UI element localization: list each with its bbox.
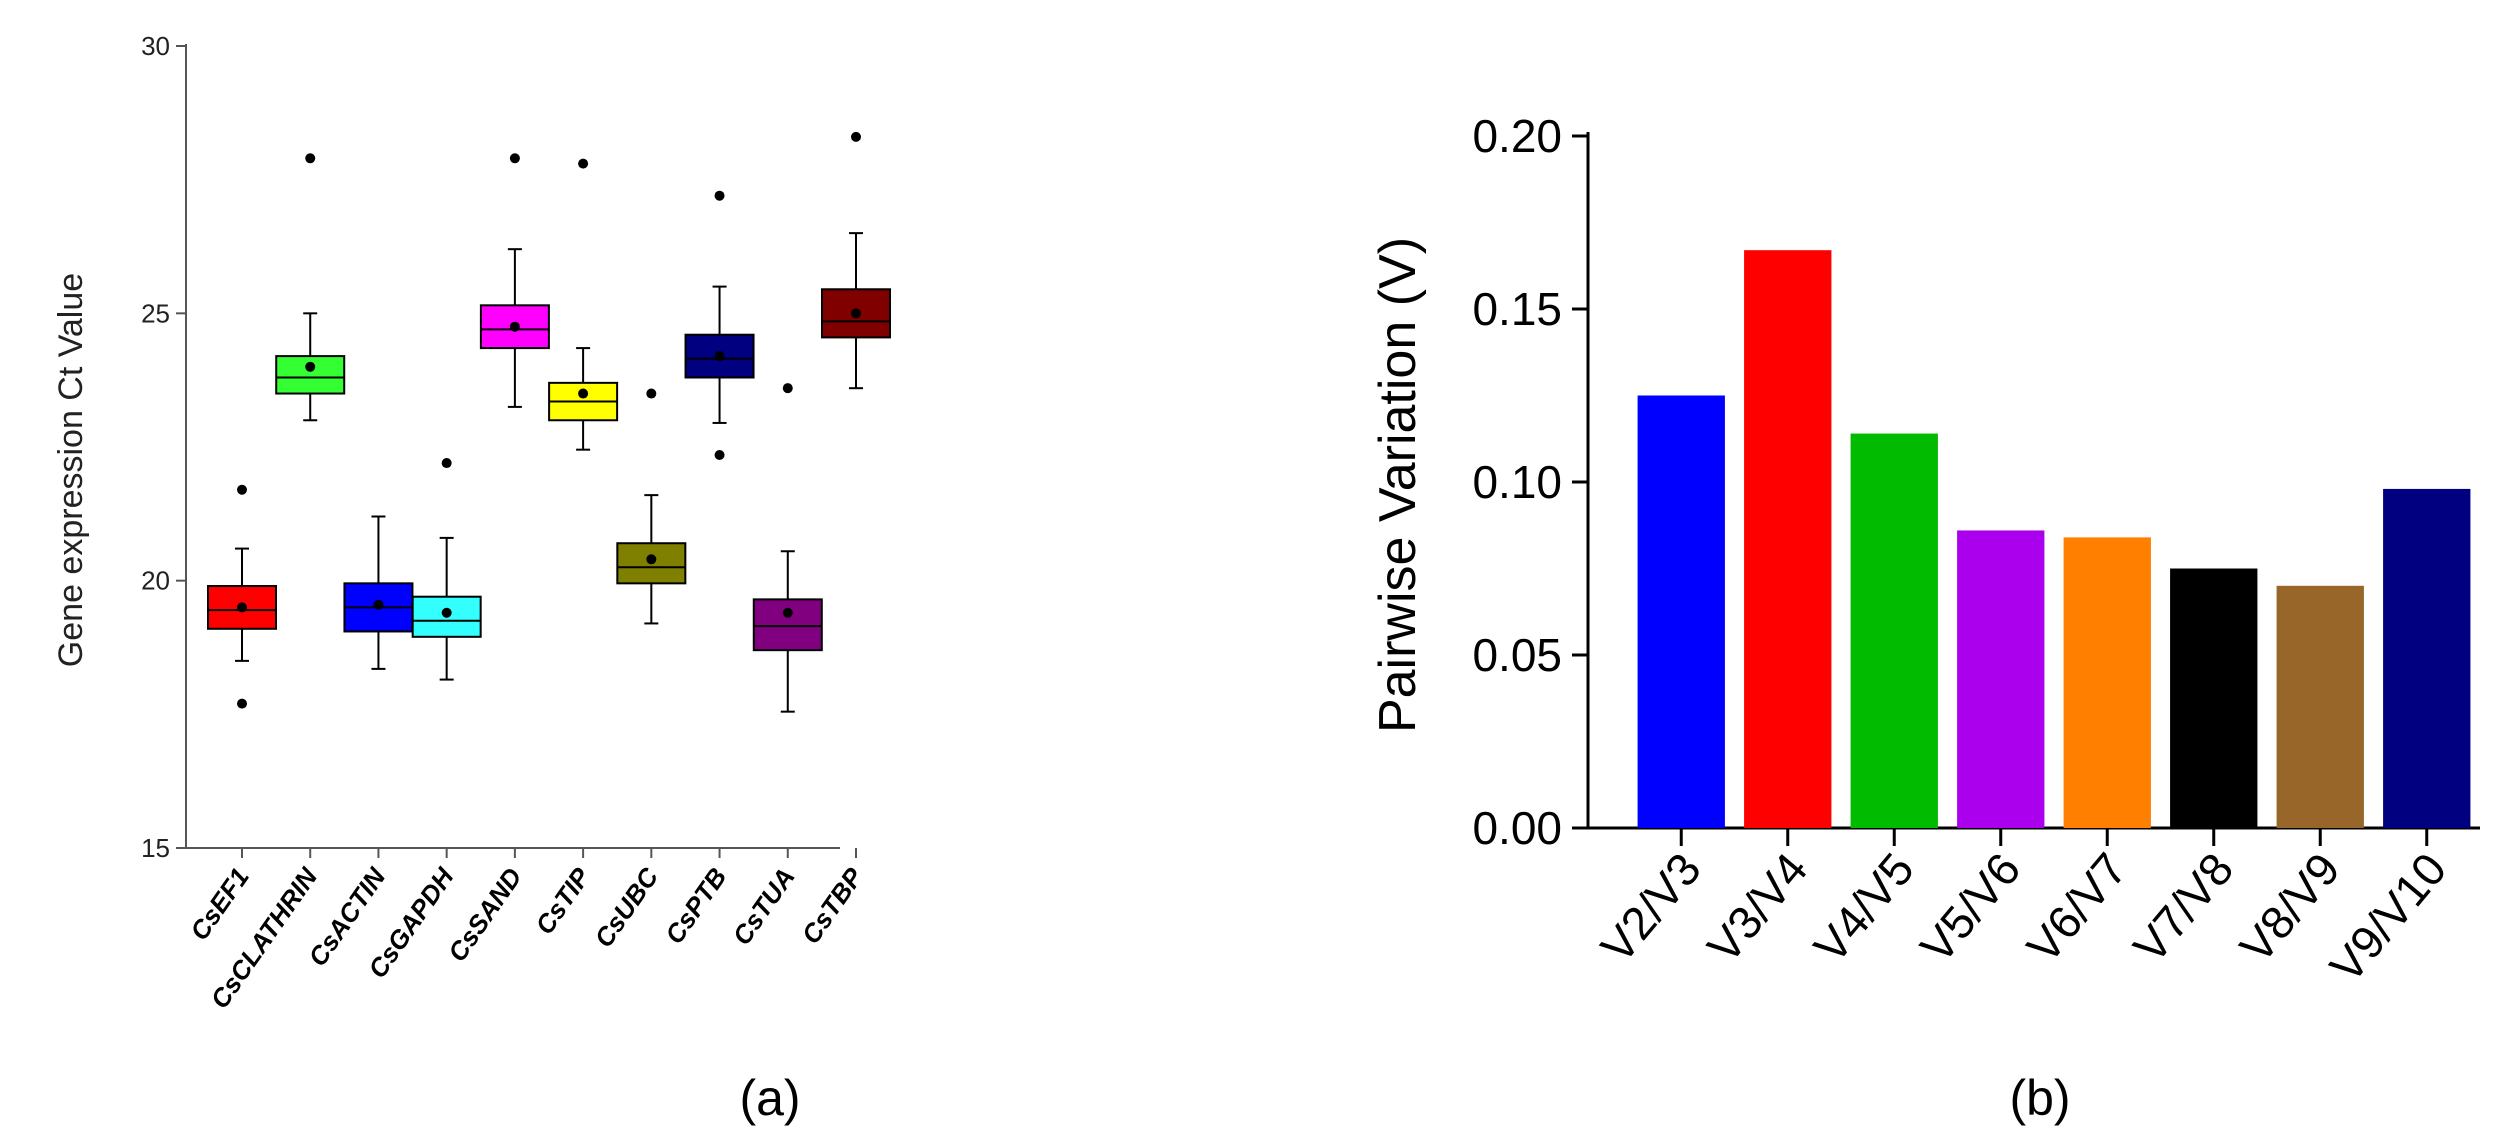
bars (1637, 250, 2471, 846)
mean-marker (305, 361, 316, 372)
y-tick-label: 15 (141, 833, 170, 863)
y-tick-label: 30 (141, 31, 170, 61)
mean-marker (509, 321, 520, 332)
y-axis-label: Gene expression Ct Value (52, 273, 90, 667)
y-tick-label: 0.20 (1472, 110, 1562, 162)
box (275, 355, 346, 395)
bar (1957, 530, 2045, 828)
mean-marker (714, 351, 725, 362)
bar (1637, 395, 1725, 828)
outlier-point (646, 388, 657, 399)
outlier-point (509, 153, 520, 164)
outlier-point (782, 383, 793, 394)
mean-marker (237, 602, 247, 613)
outlier-point (237, 484, 247, 495)
outlier-point (305, 153, 316, 164)
outlier-point (851, 131, 861, 142)
y-tick-label: 0.00 (1472, 802, 1562, 854)
y-tick-label: 0.15 (1472, 283, 1562, 335)
boxes (207, 131, 891, 858)
bar (2170, 568, 2258, 828)
y-axis-label: Pairwise Variation (V) (1369, 237, 1427, 733)
outlier-point (441, 458, 452, 469)
bar (1850, 433, 1938, 828)
mean-marker (782, 607, 793, 618)
box (411, 595, 482, 638)
bar (2276, 585, 2364, 828)
bar (2063, 537, 2151, 828)
outlier-point (578, 158, 589, 169)
outlier-point (714, 450, 725, 461)
box (752, 598, 823, 652)
y-ticks: 0.00 0.05 0.10 0.15 0.20 (1472, 110, 1588, 854)
mean-marker (373, 599, 384, 610)
mean-marker (578, 388, 589, 399)
box (616, 542, 687, 585)
mean-marker (851, 308, 861, 319)
y-tick-label: 0.10 (1472, 456, 1562, 508)
outlier-point (237, 698, 247, 709)
panel-label-a: (a) (739, 1070, 800, 1126)
y-tick-label: 25 (141, 298, 170, 328)
mean-marker (646, 554, 657, 565)
outlier-point (714, 190, 725, 201)
axes (185, 44, 840, 849)
bar (2383, 488, 2471, 828)
panel-label-b: (b) (2009, 1070, 2070, 1126)
bar (1744, 250, 1832, 828)
y-tick-label: 0.05 (1472, 629, 1562, 681)
y-tick-label: 20 (141, 566, 170, 596)
y-ticks: 15 20 25 30 (141, 31, 186, 863)
mean-marker (441, 607, 452, 618)
